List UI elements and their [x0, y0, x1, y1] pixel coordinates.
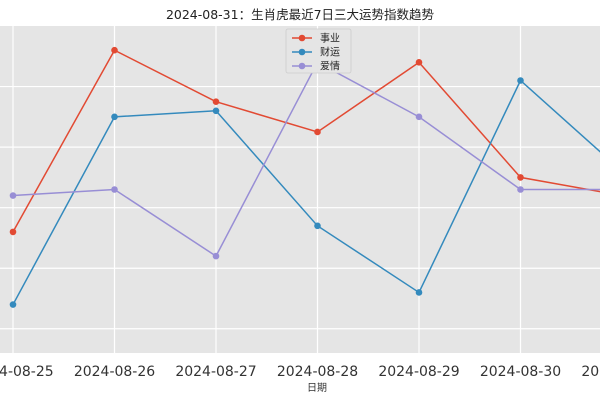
x-tick-label: 2024-08-31	[581, 364, 600, 380]
data-point	[111, 186, 118, 193]
data-point	[9, 301, 17, 308]
x-tick-label: 2024-08-26	[74, 364, 155, 380]
data-point	[415, 289, 423, 296]
data-point	[517, 186, 524, 193]
x-axis-label: 日期	[307, 382, 327, 394]
data-point	[314, 128, 321, 136]
data-point	[212, 107, 220, 115]
x-axis-ticks: 2024-08-25 2024-08-26 2024-08-27 2024-08-28…	[0, 364, 600, 380]
data-point	[517, 77, 524, 84]
plot-background	[0, 26, 600, 353]
data-point	[212, 252, 220, 260]
data-point	[9, 192, 17, 199]
x-tick-label: 2024-08-28	[277, 364, 358, 380]
data-point	[517, 174, 524, 181]
x-tick-label: 2024-08-29	[378, 364, 459, 380]
data-point	[314, 222, 321, 230]
data-point	[212, 98, 220, 105]
data-point	[415, 59, 423, 66]
chart-title: 2024-08-31：生肖虎最近7日三大运势指数趋势	[166, 7, 435, 22]
x-tick-label: 2024-08-27	[175, 364, 256, 380]
legend-label: 财运	[320, 46, 340, 59]
legend-label: 事业	[320, 32, 340, 45]
data-point	[9, 228, 17, 236]
legend-marker	[298, 34, 306, 42]
x-tick-label: 2024-08-25	[0, 364, 54, 380]
data-point	[415, 113, 423, 121]
data-point	[111, 46, 118, 54]
legend-marker	[298, 62, 306, 70]
data-point	[111, 113, 118, 121]
legend-label: 爱情	[320, 60, 340, 73]
series-points	[9, 46, 524, 308]
legend-marker	[298, 48, 306, 56]
x-tick-label: 2024-08-30	[480, 364, 561, 380]
